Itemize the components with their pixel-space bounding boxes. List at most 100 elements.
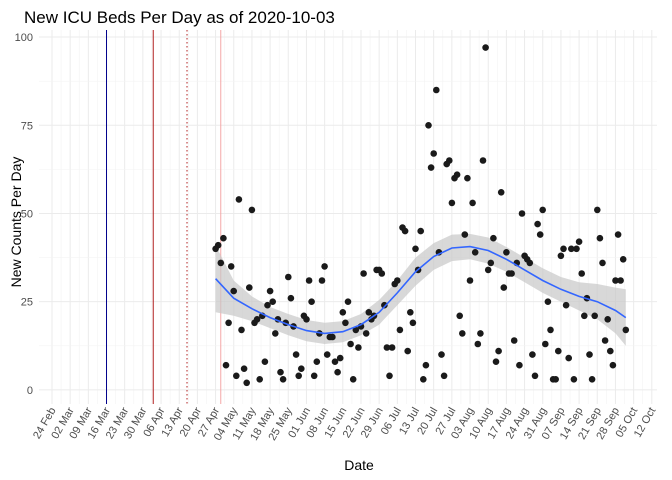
data-point [555, 347, 562, 355]
data-point [446, 157, 453, 164]
data-point [477, 330, 484, 337]
data-point [305, 277, 313, 284]
chart-title: New ICU Beds Per Day as of 2020-10-03 [24, 8, 335, 27]
data-point [591, 312, 598, 320]
data-point [256, 376, 264, 383]
data-point [581, 312, 588, 320]
data-point [279, 376, 287, 383]
data-point [310, 372, 318, 380]
data-point [321, 263, 328, 270]
data-point [334, 368, 341, 376]
data-point [622, 326, 630, 334]
data-point [448, 199, 456, 207]
data-point [313, 358, 321, 366]
data-point [344, 298, 352, 306]
data-point [303, 316, 310, 323]
y-tick-label: 100 [15, 32, 33, 44]
data-point [617, 277, 624, 284]
data-point [227, 263, 235, 270]
data-point [438, 351, 445, 358]
data-point [596, 234, 604, 242]
data-point [459, 330, 466, 337]
data-point [349, 376, 357, 383]
data-point [557, 252, 565, 260]
data-point [238, 326, 245, 334]
data-point [277, 368, 284, 376]
data-point [492, 358, 500, 366]
data-point [217, 259, 225, 267]
data-point [342, 319, 349, 327]
data-point [365, 309, 373, 316]
data-point [427, 164, 435, 171]
data-point [298, 365, 305, 373]
data-point [534, 220, 541, 228]
data-point [518, 210, 526, 217]
data-point [253, 316, 261, 323]
data-point [601, 337, 609, 344]
data-point [495, 347, 502, 355]
data-point [388, 344, 396, 351]
data-point [594, 206, 601, 214]
data-point [409, 319, 417, 327]
data-point [248, 206, 256, 214]
data-point [466, 277, 474, 284]
data-point [573, 245, 580, 253]
data-point [464, 174, 471, 182]
confidence-band [215, 233, 626, 346]
data-point [407, 309, 414, 316]
data-point [295, 372, 303, 380]
data-point [329, 333, 336, 341]
data-point [243, 379, 250, 387]
data-point [433, 86, 440, 94]
data-point [479, 157, 487, 164]
data-point [352, 326, 360, 334]
y-tick-label: 75 [21, 120, 33, 132]
data-point [503, 249, 510, 256]
data-point [430, 150, 438, 157]
data-point [233, 372, 240, 380]
smooth-line [215, 245, 627, 335]
data-point [531, 372, 539, 380]
y-tick-label: 50 [21, 208, 33, 220]
data-point [440, 372, 448, 380]
data-point [482, 44, 489, 51]
data-point [547, 326, 554, 334]
data-point [484, 266, 492, 274]
data-point [214, 241, 222, 249]
data-point [222, 361, 230, 369]
data-point [542, 340, 549, 348]
data-point [318, 277, 326, 284]
data-point [568, 245, 575, 253]
data-point [453, 171, 461, 178]
data-point [575, 238, 583, 245]
y-axis-ticks: 0 25 50 75 100 [15, 32, 33, 397]
data-point [422, 361, 430, 369]
confidence-band-area [215, 233, 626, 346]
data-point [336, 354, 344, 362]
x-axis-title: Date [344, 457, 374, 473]
data-point [604, 316, 611, 323]
data-point [401, 227, 409, 235]
data-point [562, 301, 570, 309]
data-point [461, 231, 469, 238]
data-point [607, 347, 614, 355]
data-point [240, 365, 248, 373]
data-point [230, 287, 237, 295]
data-point [355, 344, 362, 351]
data-point [420, 376, 427, 383]
y-tick-label: 0 [27, 385, 33, 397]
data-point [394, 277, 401, 284]
data-point [417, 227, 425, 235]
data-point [570, 376, 578, 383]
data-point [497, 189, 505, 196]
data-point [474, 340, 482, 348]
data-point [272, 330, 279, 337]
data-point [386, 372, 393, 380]
data-point [323, 351, 331, 358]
data-point [220, 234, 227, 242]
data-points [212, 44, 630, 387]
data-point [360, 270, 367, 277]
data-point [614, 231, 622, 238]
